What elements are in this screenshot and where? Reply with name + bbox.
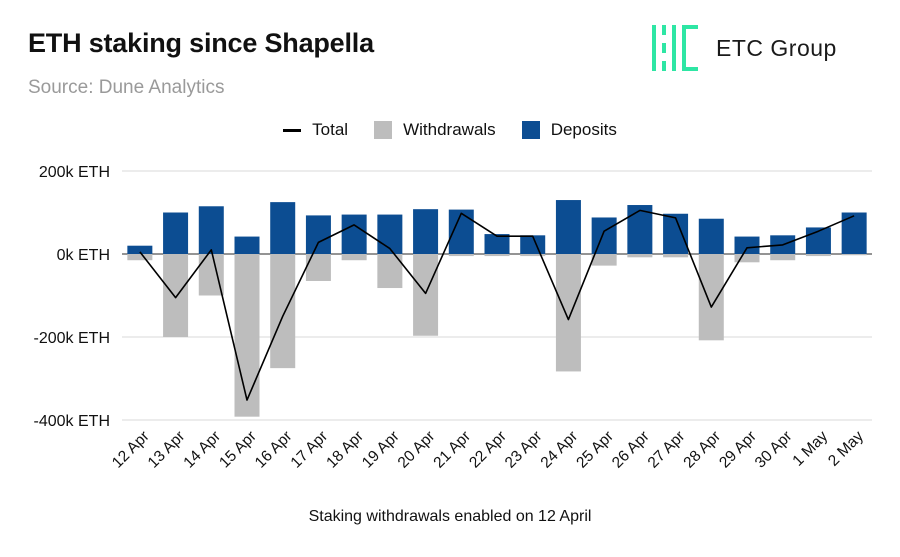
x-tick-label: 20 Apr	[395, 428, 439, 472]
bar-withdrawals	[734, 254, 760, 263]
y-tick-label: -400k ETH	[34, 413, 110, 430]
bar-deposits	[341, 214, 367, 254]
bar-withdrawals	[698, 254, 724, 341]
logo-text: ETC Group	[716, 34, 837, 61]
bar-deposits	[163, 212, 189, 254]
chart-title: ETH staking since Shapella	[28, 28, 374, 58]
bar-withdrawals	[341, 254, 367, 261]
bar-withdrawals	[555, 254, 581, 372]
x-tick-label: 1 May	[789, 428, 831, 470]
y-tick-label: -200k ETH	[34, 330, 110, 347]
x-tick-label: 19 Apr	[359, 428, 403, 472]
bar-withdrawals	[484, 254, 510, 257]
legend-label-deposits: Deposits	[550, 120, 617, 139]
total-line-layer	[139, 209, 855, 401]
brand-logo: ETC Group	[652, 25, 837, 71]
bar-deposits	[413, 209, 439, 254]
bar-deposits	[377, 214, 403, 254]
y-axis-ticks: 200k ETH 0k ETH -200k ETH -400k ETH	[34, 164, 110, 430]
total-line	[139, 209, 855, 401]
x-tick-label: 25 Apr	[573, 428, 617, 472]
y-tick-label: 200k ETH	[39, 164, 110, 181]
bar-deposits	[734, 236, 760, 254]
x-tick-label: 13 Apr	[145, 428, 189, 472]
legend-swatch-withdrawals	[374, 121, 393, 139]
x-tick-label: 23 Apr	[502, 428, 546, 472]
etc-logo-icon	[652, 25, 698, 71]
bar-withdrawals	[163, 254, 189, 337]
legend-label-withdrawals: Withdrawals	[403, 120, 496, 139]
bar-withdrawals	[627, 254, 653, 258]
bar-withdrawals	[234, 254, 260, 417]
legend-item-withdrawals: Withdrawals	[374, 120, 496, 140]
bar-deposits	[663, 213, 689, 254]
chart-legend: Total Withdrawals Deposits	[0, 120, 900, 140]
bar-withdrawals	[270, 254, 296, 369]
bar-withdrawals	[305, 254, 331, 281]
x-tick-label: 18 Apr	[323, 428, 367, 472]
x-tick-label: 17 Apr	[288, 428, 332, 472]
bar-withdrawals	[127, 254, 153, 261]
bar-deposits	[234, 236, 260, 254]
legend-item-total: Total	[283, 120, 348, 140]
bar-deposits	[270, 202, 296, 254]
bar-withdrawals	[770, 254, 796, 261]
bar-deposits	[484, 234, 510, 254]
x-tick-label: 29 Apr	[716, 428, 760, 472]
bar-withdrawals	[520, 254, 546, 257]
legend-label-total: Total	[312, 120, 349, 139]
x-tick-label: 16 Apr	[252, 428, 296, 472]
legend-swatch-total	[283, 128, 302, 132]
x-tick-label: 27 Apr	[645, 428, 689, 472]
bars	[127, 200, 867, 417]
x-tick-label: 24 Apr	[538, 428, 582, 472]
bar-withdrawals	[841, 254, 867, 256]
x-tick-label: 12 Apr	[109, 428, 153, 472]
chart-source: Source: Dune Analytics	[28, 77, 225, 98]
bar-deposits	[198, 206, 224, 254]
x-tick-label: 26 Apr	[609, 428, 653, 472]
bar-deposits	[627, 205, 653, 254]
bar-withdrawals	[663, 254, 689, 258]
chart-footnote: Staking withdrawals enabled on 12 April	[308, 508, 592, 525]
bar-withdrawals	[413, 254, 439, 336]
x-tick-label: 14 Apr	[180, 428, 224, 472]
bar-deposits	[698, 218, 724, 254]
legend-item-deposits: Deposits	[521, 120, 617, 140]
x-tick-label: 21 Apr	[430, 428, 474, 472]
bar-withdrawals	[805, 254, 831, 257]
bar-withdrawals	[448, 254, 474, 257]
bar-withdrawals	[591, 254, 617, 266]
bar-deposits	[555, 200, 581, 254]
x-tick-label: 22 Apr	[466, 428, 510, 472]
bar-deposits	[591, 217, 617, 254]
x-tick-label: 2 May	[825, 428, 867, 470]
x-tick-label: 28 Apr	[680, 428, 724, 472]
x-tick-label: 15 Apr	[216, 428, 260, 472]
x-tick-label: 30 Apr	[752, 428, 796, 472]
bar-deposits	[305, 215, 331, 254]
legend-swatch-deposits	[521, 121, 540, 139]
y-tick-label: 0k ETH	[57, 247, 110, 264]
bar-deposits	[127, 245, 153, 254]
